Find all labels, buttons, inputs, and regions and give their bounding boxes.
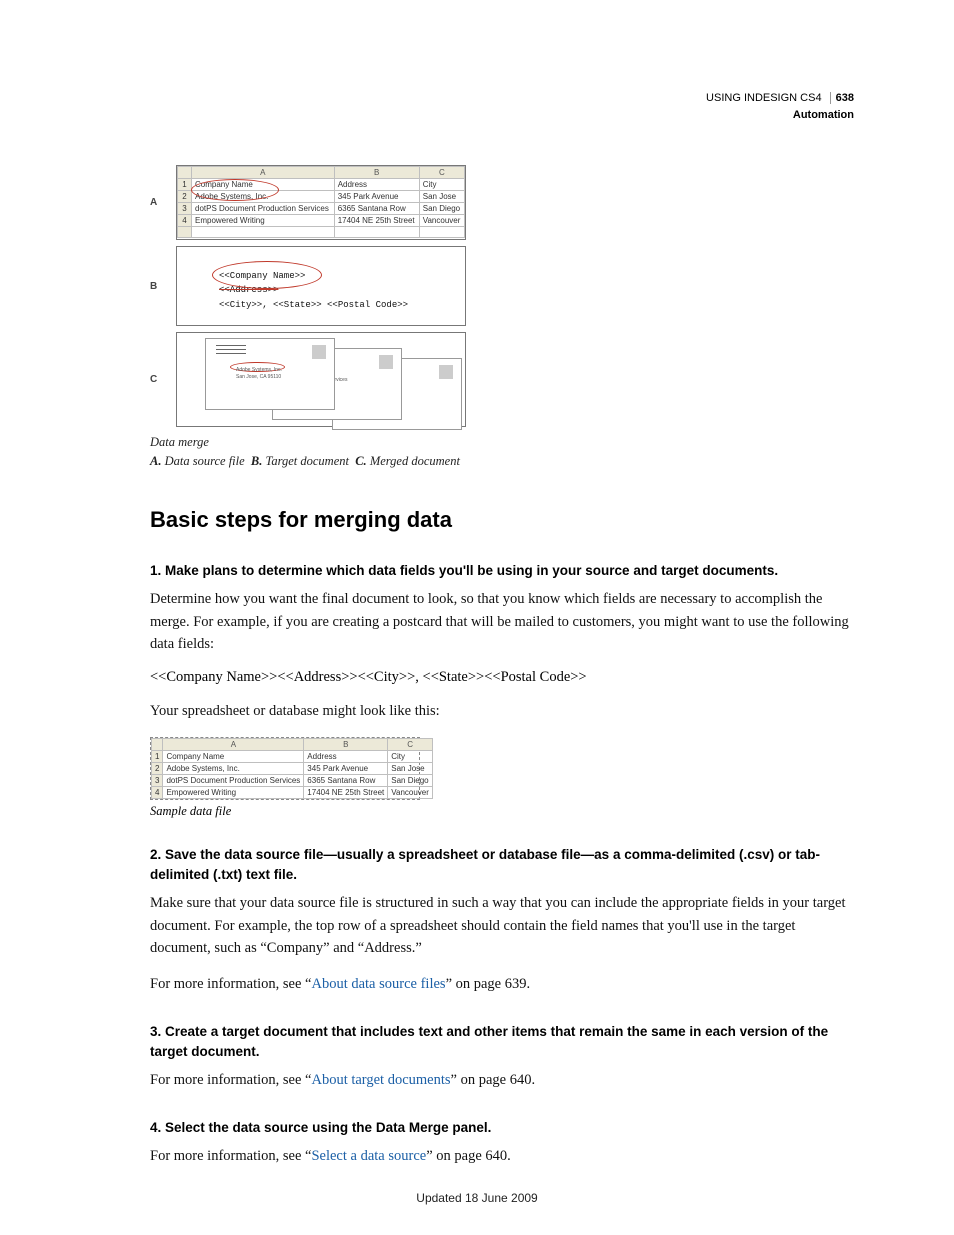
page-footer: Updated 18 June 2009: [0, 1191, 954, 1205]
caption-title: Data merge: [150, 433, 855, 452]
link-target-documents[interactable]: About target documents: [311, 1072, 450, 1088]
step-heading: 3. Create a target document that include…: [150, 1022, 855, 1061]
page-content: A A B C 1 Company Name Address City: [150, 165, 855, 1194]
fields-example: <<Company Name>><<Address>><<City>>, <<S…: [150, 669, 855, 686]
step-3: 3. Create a target document that include…: [150, 1022, 855, 1092]
link-select-data-source[interactable]: Select a data source: [311, 1148, 426, 1164]
spreadsheet-a: A B C 1 Company Name Address City 2 Adob…: [177, 166, 465, 238]
data-merge-figure: A A B C 1 Company Name Address City: [150, 165, 855, 471]
step-body: Make sure that your data source file is …: [150, 892, 855, 959]
sample-caption: Sample data file: [150, 804, 855, 819]
figure-label-c: C: [150, 374, 176, 385]
col-header: A: [192, 167, 335, 179]
col-header: C: [419, 167, 464, 179]
template-line: <<City>>, <<State>> <<Postal Code>>: [219, 298, 439, 312]
figure-box-b: <<Company Name>> <<Address>> <<City>>, <…: [176, 246, 466, 326]
step-1: 1. Make plans to determine which data fi…: [150, 561, 855, 819]
link-data-source-files[interactable]: About data source files: [311, 976, 445, 992]
step-body: Determine how you want the final documen…: [150, 588, 855, 655]
step-heading: 2. Save the data source file—usually a s…: [150, 845, 855, 884]
product-name: USING INDESIGN CS4: [706, 92, 822, 104]
step-body: Your spreadsheet or database might look …: [150, 700, 855, 722]
step-body: For more information, see “Select a data…: [150, 1145, 855, 1167]
step-body: For more information, see “About target …: [150, 1069, 855, 1091]
page-header: USING INDESIGN CS4 638 Automation: [706, 90, 854, 123]
template-line: <<Company Name>>: [219, 269, 439, 283]
step-heading: 4. Select the data source using the Data…: [150, 1118, 855, 1138]
sample-spreadsheet: A B C 1 Company Name Address City 2 Adob…: [150, 737, 420, 800]
figure-label-b: B: [150, 281, 176, 292]
page-number: 638: [830, 92, 854, 104]
figure-box-a: A B C 1 Company Name Address City 2 Adob…: [176, 165, 466, 240]
col-header: B: [334, 167, 419, 179]
step-heading: 1. Make plans to determine which data fi…: [150, 561, 855, 581]
template-line: <<Address>>: [219, 283, 439, 297]
figure-box-c: ingores98073 Production Services 3123 Ad: [176, 332, 466, 427]
step-4: 4. Select the data source using the Data…: [150, 1118, 855, 1168]
section-name: Automation: [793, 109, 854, 121]
section-title: Basic steps for merging data: [150, 507, 855, 533]
step-body: For more information, see “About data so…: [150, 973, 855, 995]
merged-card: Adobe Systems, Inc. San Jose, CA 95110: [205, 338, 335, 410]
step-2: 2. Save the data source file—usually a s…: [150, 845, 855, 996]
figure-label-a: A: [150, 197, 176, 208]
figure-caption: Data merge A. Data source file B. Target…: [150, 433, 855, 471]
